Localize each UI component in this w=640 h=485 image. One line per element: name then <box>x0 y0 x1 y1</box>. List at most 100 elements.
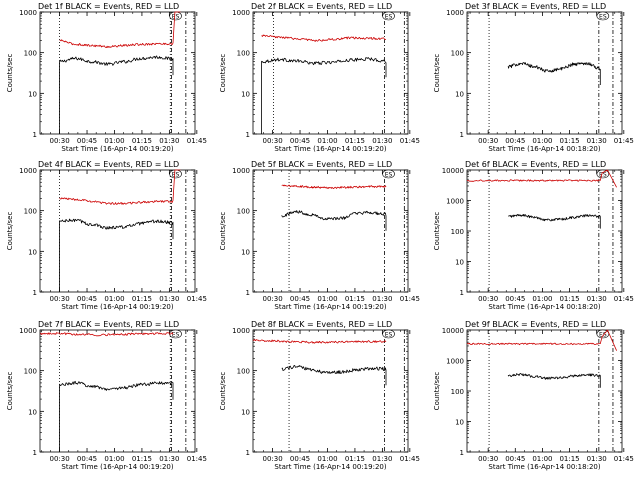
x-tick-label: 00:30 <box>262 455 282 463</box>
x-tick-label: 00:30 <box>478 137 498 145</box>
panel-det-6: Det 6f BLACK = Events, RED = LLD 1 10 100 10… <box>433 160 634 311</box>
y-axis-label: Counts/sec <box>433 372 441 411</box>
x-tick-label: 01:30 <box>372 295 392 303</box>
series-lld <box>59 169 181 205</box>
x-tick-label: 01:00 <box>104 455 124 463</box>
panel-det-9: Det 9f BLACK = Events, RED = LLD 1 10 100 10… <box>433 320 634 471</box>
es-flag <box>382 169 395 179</box>
y-tick-label: 100 <box>24 50 37 58</box>
plot-frame <box>252 11 409 135</box>
plot-frame <box>39 169 196 293</box>
x-tick-label: 00:45 <box>290 137 310 145</box>
panel-title: Det 8f BLACK = Events, RED = LLD <box>251 320 392 329</box>
x-tick-label: 01:45 <box>400 455 420 463</box>
x-tick-label: 01:45 <box>187 455 207 463</box>
x-tick-label: 00:45 <box>505 455 525 463</box>
es-flag-label: ES <box>599 172 607 179</box>
plot-frame <box>252 169 409 293</box>
x-tick-label: 01:45 <box>400 137 420 145</box>
series-events <box>508 214 601 229</box>
series-events <box>59 380 174 452</box>
series-lld <box>466 169 617 188</box>
x-axis-label: Start Time (16-Apr-14 00:19:20) <box>61 463 173 471</box>
x-tick-label: 01:30 <box>372 455 392 463</box>
es-flag-label: ES <box>172 332 180 339</box>
y-tick-label: 10 <box>241 408 250 416</box>
y-tick-label: 1 <box>246 131 250 139</box>
y-axis-label: Counts/sec <box>219 372 227 411</box>
y-axis-label: Counts/sec <box>433 54 441 93</box>
x-tick-label: 00:45 <box>290 295 310 303</box>
es-flag-label: ES <box>385 14 393 21</box>
y-tick-label: 100 <box>24 208 37 216</box>
y-tick-label: 1000 <box>446 9 464 17</box>
y-tick-label: 1 <box>460 131 464 139</box>
y-tick-label: 100 <box>237 208 250 216</box>
y-tick-label: 1000 <box>19 9 37 17</box>
es-flag <box>596 11 610 21</box>
x-tick-label: 01:00 <box>104 295 124 303</box>
x-tick-label: 01:00 <box>317 455 337 463</box>
x-tick-label: 01:30 <box>587 137 607 145</box>
es-flag <box>596 169 610 179</box>
y-axis-label: Counts/sec <box>6 372 14 411</box>
y-tick-label: 1 <box>246 449 250 457</box>
y-tick-label: 1000 <box>232 167 250 175</box>
y-tick-label: 1 <box>33 449 37 457</box>
panel-det-4: Det 4f BLACK = Events, RED = LLD 1 10 100 10… <box>6 160 207 311</box>
x-tick-label: 01:00 <box>532 295 552 303</box>
panel-title: Det 7f BLACK = Events, RED = LLD <box>38 320 179 329</box>
x-tick-label: 01:15 <box>345 137 365 145</box>
x-tick-label: 01:15 <box>559 455 579 463</box>
x-tick-label: 00:45 <box>77 295 97 303</box>
x-tick-label: 01:15 <box>345 455 365 463</box>
y-tick-label: 1 <box>33 131 37 139</box>
x-tick-label: 00:30 <box>262 295 282 303</box>
y-tick-label: 10 <box>455 419 464 427</box>
x-axis-label: Start Time (16-Apr-14 00:19:20) <box>274 463 386 471</box>
x-tick-label: 01:15 <box>559 295 579 303</box>
x-tick-label: 00:45 <box>505 137 525 145</box>
es-flag-label: ES <box>385 332 393 339</box>
y-tick-label: 1 <box>460 289 464 297</box>
series-lld <box>281 184 387 189</box>
panel-det-2: Det 2f BLACK = Events, RED = LLD 1 10 100 10… <box>219 2 420 153</box>
x-tick-label: 00:30 <box>478 295 498 303</box>
x-tick-label: 00:30 <box>262 137 282 145</box>
x-tick-label: 01:45 <box>187 295 207 303</box>
y-axis-label: Counts/sec <box>6 212 14 251</box>
y-tick-label: 1 <box>460 449 464 457</box>
y-tick-label: 100 <box>451 228 464 236</box>
x-tick-label: 01:45 <box>187 137 207 145</box>
panel-title: Det 6f BLACK = Events, RED = LLD <box>465 160 606 169</box>
x-tick-label: 01:00 <box>532 137 552 145</box>
y-tick-label: 100 <box>237 368 250 376</box>
series-lld <box>39 332 174 337</box>
plot-frame <box>466 11 623 135</box>
panel-title: Det 3f BLACK = Events, RED = LLD <box>465 2 606 11</box>
series-lld <box>59 11 181 48</box>
x-tick-label: 01:15 <box>132 137 152 145</box>
y-tick-label: 1000 <box>446 198 464 206</box>
x-tick-label: 00:30 <box>49 137 69 145</box>
y-tick-label: 10 <box>241 248 250 256</box>
y-tick-label: 1000 <box>446 358 464 366</box>
series-events <box>59 218 174 292</box>
es-flag-label: ES <box>172 172 180 179</box>
x-tick-label: 00:45 <box>77 455 97 463</box>
y-tick-label: 1 <box>246 289 250 297</box>
series-events <box>261 57 387 134</box>
x-tick-label: 01:00 <box>104 137 124 145</box>
y-tick-label: 10 <box>28 90 37 98</box>
y-axis-label: Counts/sec <box>219 212 227 251</box>
x-axis-label: Start Time (16-Apr-14 00:19:20) <box>274 303 386 311</box>
y-tick-label: 1000 <box>19 167 37 175</box>
y-tick-label: 10 <box>28 408 37 416</box>
y-axis-label: Counts/sec <box>433 212 441 251</box>
y-tick-label: 10 <box>28 248 37 256</box>
plot-frame <box>252 329 409 453</box>
x-tick-label: 00:30 <box>49 295 69 303</box>
x-tick-label: 00:45 <box>77 137 97 145</box>
x-tick-label: 01:30 <box>372 137 392 145</box>
series-events <box>507 373 601 388</box>
